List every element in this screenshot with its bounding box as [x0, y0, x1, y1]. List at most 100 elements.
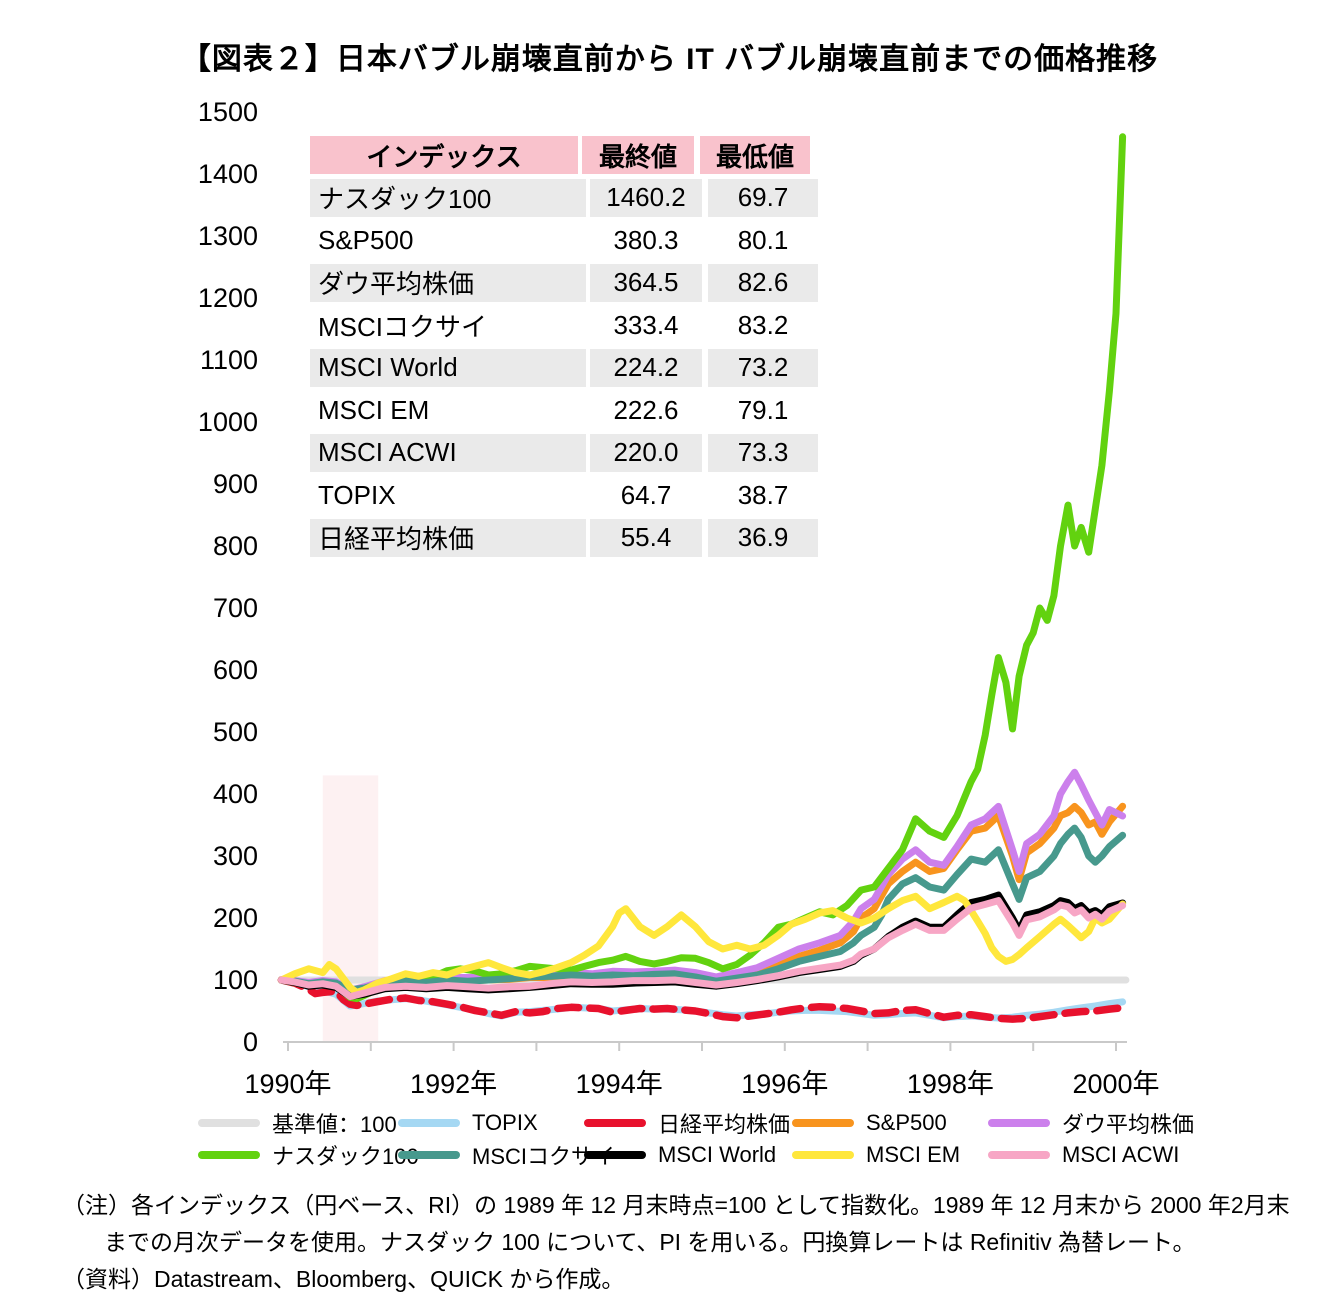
table-cell: ナスダック100 — [310, 178, 586, 217]
legend-swatch-kokusai — [398, 1151, 460, 1159]
legend-label-em: MSCI EM — [866, 1142, 961, 1167]
table-row: MSCI ACWI 220.0 73.3 — [310, 433, 818, 472]
legend-swatch-topix — [398, 1119, 460, 1127]
x-tick-label: 1992年 — [410, 1069, 498, 1099]
y-tick-label: 1000 — [197, 407, 258, 437]
y-tick-label: 400 — [212, 779, 258, 809]
table-cell: 69.7 — [708, 178, 818, 217]
table-cell: ダウ平均株価 — [310, 263, 586, 302]
x-tick-label: 1996年 — [741, 1069, 829, 1099]
page-title: 【図表２】日本バブル崩壊直前から IT バブル崩壊直前までの価格推移 — [180, 43, 1159, 76]
table-row: ダウ平均株価 364.5 82.6 — [310, 263, 818, 302]
table-cell: 36.9 — [708, 518, 818, 557]
legend-label-nikkei: 日経平均株価 — [658, 1112, 791, 1137]
table-cell: 1460.2 — [590, 178, 702, 217]
legend-item-kokusai: MSCIコクサイ — [398, 1142, 615, 1169]
table-cell: MSCI EM — [310, 391, 586, 429]
table-cell: S&P500 — [310, 221, 586, 259]
y-tick-label: 500 — [212, 717, 258, 747]
x-tick-label: 1994年 — [575, 1069, 663, 1099]
series-line-acwi — [277, 897, 1127, 1001]
table-row: 日経平均株価 55.4 36.9 — [310, 518, 818, 557]
legend-label-baseline: 基準値：100 — [272, 1112, 397, 1137]
table-row: S&P500 380.3 80.1 — [310, 221, 818, 259]
series-line-em — [277, 892, 1127, 996]
table-cell: 日経平均株価 — [310, 518, 586, 557]
table-cell: 364.5 — [590, 263, 702, 302]
legend-swatch-world — [584, 1151, 646, 1159]
legend-label-world: MSCI World — [658, 1142, 777, 1167]
table-cell: MSCI World — [310, 348, 586, 387]
y-tick-label: 300 — [212, 841, 258, 871]
legend-label-acwi: MSCI ACWI — [1062, 1142, 1180, 1167]
table-row: MSCI EM 222.6 79.1 — [310, 391, 818, 429]
table-cell: 222.6 — [590, 391, 702, 429]
table-cell: TOPIX — [310, 476, 586, 514]
legend-item-dow: ダウ平均株価 — [988, 1110, 1195, 1137]
table-cell: 224.2 — [590, 348, 702, 387]
table-cell: 83.2 — [708, 306, 818, 344]
legend-swatch-em — [792, 1151, 854, 1159]
note-line-3: （資料）Datastream、Bloomberg、QUICK から作成。 — [62, 1266, 625, 1292]
table-cell: 333.4 — [590, 306, 702, 344]
y-tick-label: 900 — [212, 469, 258, 499]
y-tick-label: 100 — [212, 965, 258, 995]
legend-swatch-acwi — [988, 1151, 1050, 1159]
legend-item-acwi: MSCI ACWI — [988, 1142, 1179, 1168]
legend-label-topix: TOPIX — [472, 1110, 538, 1135]
x-tick-label: 2000年 — [1072, 1069, 1160, 1099]
y-tick-label: 1500 — [197, 97, 258, 127]
table-cell: 220.0 — [590, 433, 702, 472]
y-tick-label: 1400 — [197, 159, 258, 189]
legend-label-dow: ダウ平均株価 — [1062, 1112, 1195, 1137]
x-tick-label: 1990年 — [244, 1069, 332, 1099]
y-tick-label: 800 — [212, 531, 258, 561]
table-header-row: インデックス 最終値 最低値 — [310, 136, 818, 174]
index-summary-table: インデックス 最終値 最低値 ナスダック100 1460.2 69.7 S&P500 380.… — [310, 136, 818, 561]
table-cell: 82.6 — [708, 263, 818, 302]
y-tick-label: 1200 — [197, 283, 258, 313]
table-cell: 64.7 — [590, 476, 702, 514]
table-header-cell: 最低値 — [700, 136, 810, 174]
legend-item-sp500: S&P500 — [792, 1110, 947, 1136]
legend-swatch-nasdaq100 — [198, 1151, 260, 1159]
legend-item-baseline: 基準値：100 — [198, 1110, 397, 1137]
series-line-nikkei — [277, 976, 1127, 1023]
y-tick-label: 0 — [242, 1027, 258, 1057]
legend-swatch-baseline — [198, 1119, 260, 1127]
table-cell: 73.2 — [708, 348, 818, 387]
table-header-cell: 最終値 — [582, 136, 694, 174]
table-row: ナスダック100 1460.2 69.7 — [310, 178, 818, 217]
legend-label-sp500: S&P500 — [866, 1110, 947, 1135]
legend-swatch-dow — [988, 1119, 1050, 1127]
legend-item-nasdaq100: ナスダック100 — [198, 1142, 419, 1169]
y-tick-label: 700 — [212, 593, 258, 623]
y-tick-label: 600 — [212, 655, 258, 685]
legend-label-nasdaq100: ナスダック100 — [272, 1144, 419, 1169]
legend-item-topix: TOPIX — [398, 1110, 538, 1136]
table-row: MSCI World 224.2 73.2 — [310, 348, 818, 387]
table-cell: 80.1 — [708, 221, 818, 259]
x-tick-label: 1998年 — [906, 1069, 994, 1099]
y-tick-label: 1300 — [197, 221, 258, 251]
legend-swatch-sp500 — [792, 1119, 854, 1127]
y-tick-label: 200 — [212, 903, 258, 933]
table-cell: MSCIコクサイ — [310, 306, 586, 344]
table-cell: 79.1 — [708, 391, 818, 429]
table-row: TOPIX 64.7 38.7 — [310, 476, 818, 514]
legend-item-em: MSCI EM — [792, 1142, 960, 1168]
table-header-cell: インデックス — [310, 136, 578, 174]
table-row: MSCIコクサイ 333.4 83.2 — [310, 306, 818, 344]
legend-item-world: MSCI World — [584, 1142, 776, 1168]
series-line-kokusai — [277, 824, 1127, 994]
y-tick-label: 1100 — [199, 345, 258, 375]
legend-swatch-nikkei — [584, 1119, 646, 1127]
table-cell: 55.4 — [590, 518, 702, 557]
table-cell: 73.3 — [708, 433, 818, 472]
legend-item-nikkei: 日経平均株価 — [584, 1110, 791, 1137]
table-cell: MSCI ACWI — [310, 433, 586, 472]
note-line-1: （注）各インデックス（円ベース、RI）の 1989 年 12 月末時点=100 … — [62, 1192, 1290, 1218]
note-line-2: までの月次データを使用。ナスダック 100 について、PI を用いる。円換算レー… — [104, 1229, 1196, 1255]
